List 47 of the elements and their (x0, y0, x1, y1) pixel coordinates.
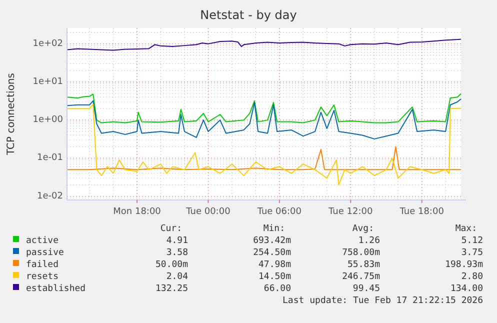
y-tick-label: 1e-02 (37, 191, 63, 202)
y-tick-label: 1e+00 (32, 115, 64, 126)
text: Min: (263, 224, 285, 234)
text: 66.00 (264, 284, 291, 294)
legend-label: passive (26, 248, 64, 258)
text: 3.58 (166, 248, 188, 258)
text: 254.50m (253, 248, 291, 258)
y-tick-label: 1e+01 (32, 76, 63, 87)
legend-label: established (26, 284, 86, 294)
text: 246.75m (342, 272, 380, 282)
legend-label: active (26, 236, 59, 246)
text: 2.80 (461, 272, 483, 282)
text: 758.00m (342, 248, 380, 258)
text: Avg: (352, 224, 374, 234)
legend-label: resets (26, 272, 59, 282)
text: 5.12 (461, 236, 483, 246)
text: 55.83m (347, 260, 380, 270)
y-axis-title: TCP connections (6, 72, 17, 156)
x-tick-label: Tue 12:00 (328, 207, 373, 217)
x-tick-label: Tue 18:00 (398, 207, 444, 217)
text: 47.98m (258, 260, 291, 270)
x-tick-label: Mon 18:00 (113, 207, 162, 217)
text: 1.26 (358, 236, 380, 246)
text: Last update: Tue Feb 17 21:22:15 2026 (282, 296, 483, 306)
text: Max: (455, 224, 477, 234)
chart-title: Netstat - by day (200, 8, 297, 22)
text: 50.00m (155, 260, 188, 270)
text: 4.91 (166, 236, 188, 246)
x-tick-label: Tue 00:00 (185, 207, 231, 217)
line-series (66, 93, 462, 124)
x-tick-label: Tue 06:00 (256, 207, 302, 217)
line-series (66, 38, 462, 51)
legend-label: failed (26, 260, 59, 270)
line-series (66, 98, 462, 140)
text: 693.42m (253, 236, 291, 246)
text: 134.00 (450, 284, 483, 294)
text: 99.45 (352, 284, 380, 294)
text: 132.25 (155, 284, 188, 294)
line-series (66, 146, 462, 170)
text: 2.04 (166, 272, 188, 282)
text: 198.93m (445, 260, 483, 270)
text: 3.75 (461, 248, 483, 258)
y-tick-label: 1e+02 (32, 38, 63, 49)
text: 14.50m (258, 272, 291, 282)
line-series (66, 104, 462, 186)
y-tick-label: 1e-01 (37, 153, 63, 164)
text: Cur: (160, 224, 182, 234)
